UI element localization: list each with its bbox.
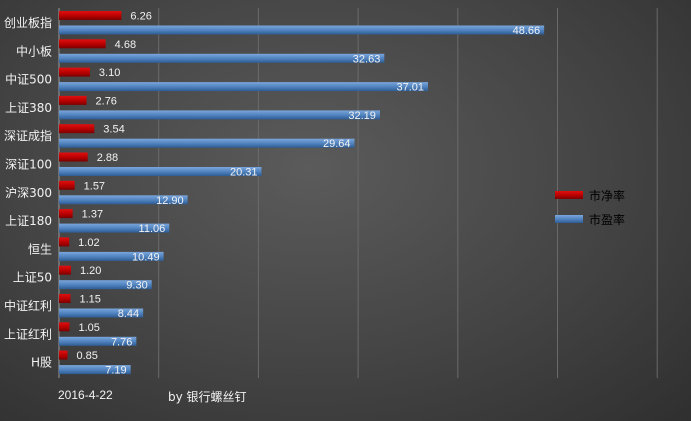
legend-label-pb: 市净率 [589, 188, 625, 203]
category-label: 中证红利 [4, 298, 52, 313]
pe-bar [59, 82, 428, 92]
pb-bar [59, 265, 71, 275]
pb-bar [59, 95, 87, 105]
pe-bar [59, 110, 380, 120]
pb-bar [59, 180, 75, 190]
labels: 创业板指 6.26 48.66 中小板 4.68 32.63 中证500 3.10 37.01 上… [4, 11, 540, 377]
pb-bar [59, 67, 90, 77]
data-label: 12.90 [156, 195, 184, 207]
pb-bar [59, 152, 88, 162]
pb-bar [59, 350, 68, 360]
category-label: H股 [31, 356, 52, 370]
data-label: 37.01 [396, 82, 424, 94]
category-label: 恒生 [28, 242, 52, 256]
pb-bar [59, 209, 73, 219]
data-label: 8.44 [118, 308, 139, 320]
pe-bar [59, 195, 188, 205]
bars [59, 11, 545, 375]
category-label: 上证180 [5, 214, 52, 228]
legend-label-pe: 市盈率 [589, 212, 625, 227]
data-label: 3.54 [103, 124, 124, 136]
pe-bar [59, 365, 131, 375]
pe-bar [59, 251, 164, 261]
pb-bar [59, 294, 71, 303]
data-label: 0.85 [76, 350, 97, 362]
data-label: 1.37 [82, 209, 103, 221]
credit-label: by 银行螺丝钉 [168, 390, 247, 404]
data-label: 3.10 [99, 67, 120, 79]
category-label: 深证成指 [4, 128, 52, 143]
date-label: 2016-4-22 [58, 388, 113, 402]
data-label: 29.64 [323, 138, 351, 150]
pe-bar [59, 280, 152, 290]
data-label: 2.76 [96, 95, 117, 107]
data-label: 32.19 [348, 110, 376, 122]
data-label: 7.76 [111, 336, 132, 348]
data-label: 11.06 [139, 223, 166, 235]
category-label: 创业板指 [4, 15, 52, 30]
category-label: 上证红利 [4, 326, 52, 341]
data-label: 10.49 [132, 251, 160, 263]
pb-bar [59, 237, 70, 247]
pe-bar [59, 223, 170, 233]
category-label: 上证380 [5, 101, 52, 115]
category-label: 深证100 [5, 158, 52, 172]
data-label: 20.31 [230, 167, 258, 179]
category-label: 中证500 [5, 72, 52, 87]
category-label: 沪深300 [5, 186, 52, 200]
data-label: 1.20 [80, 265, 101, 277]
pb-bar [59, 11, 122, 20]
pb-bar [59, 322, 70, 332]
legend-swatch-pe [555, 215, 583, 223]
data-label: 2.88 [97, 152, 118, 164]
data-label: 1.05 [78, 322, 99, 334]
data-label: 6.26 [130, 11, 151, 23]
legend-swatch-pb [555, 191, 583, 199]
pe-bar [59, 25, 545, 35]
data-label: 48.66 [513, 25, 541, 37]
data-label: 1.57 [84, 180, 105, 192]
pe-bar [59, 336, 137, 346]
data-label: 32.63 [353, 53, 381, 65]
pb-bar [59, 124, 95, 134]
pe-bar [59, 167, 262, 176]
category-label: 中小板 [16, 43, 52, 58]
category-label: 上证50 [13, 271, 52, 285]
pe-bar [59, 138, 355, 148]
data-label: 1.15 [79, 294, 100, 306]
data-label: 1.02 [78, 237, 99, 249]
pe-bar [59, 308, 144, 318]
pe-bar [59, 53, 385, 63]
data-label: 4.68 [115, 39, 136, 51]
data-label: 9.30 [126, 280, 147, 292]
data-label: 7.19 [105, 365, 126, 377]
pb-bar [59, 39, 106, 49]
